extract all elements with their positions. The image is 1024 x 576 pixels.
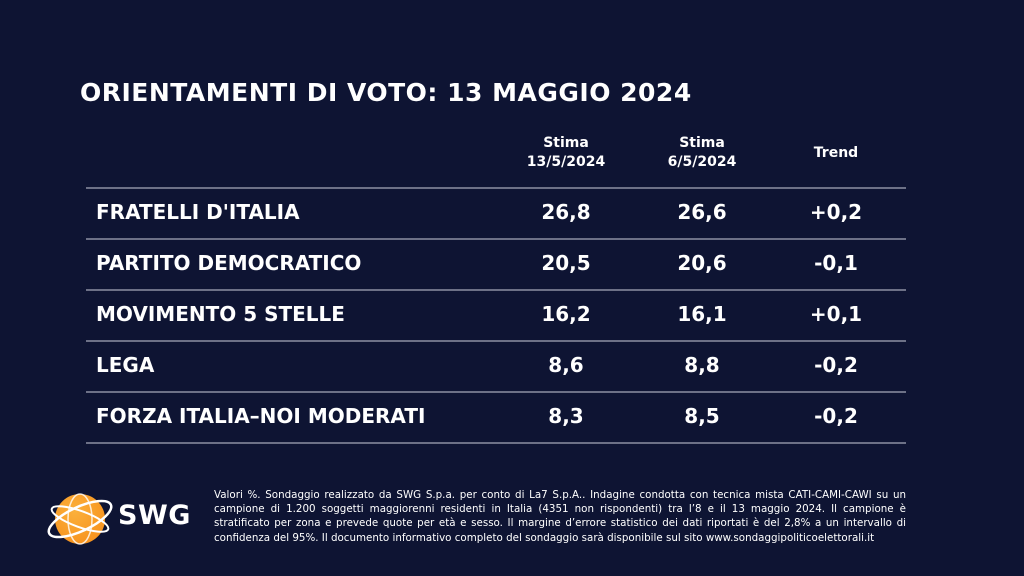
row-rule — [86, 391, 906, 393]
party-name: LEGA — [96, 353, 155, 377]
cell-current: 8,6 — [548, 353, 584, 377]
row-rule — [86, 442, 906, 444]
table-row: MOVIMENTO 5 STELLE 16,2 16,1 +0,1 — [86, 290, 906, 340]
party-name: FRATELLI D'ITALIA — [96, 200, 300, 224]
table-top-rule — [86, 187, 906, 189]
table-row: FRATELLI D'ITALIA 26,8 26,6 +0,2 — [86, 188, 906, 238]
cell-previous: 8,8 — [684, 353, 720, 377]
table-row: LEGA 8,6 8,8 -0,2 — [86, 341, 906, 391]
cell-current: 26,8 — [541, 200, 591, 224]
column-header-current: Stima 13/5/2024 — [496, 134, 636, 172]
column-header-previous-line2: 6/5/2024 — [667, 154, 737, 170]
cell-previous: 8,5 — [684, 404, 720, 428]
swg-logo-text: SWG — [118, 500, 191, 531]
table-row: PARTITO DEMOCRATICO 20,5 20,6 -0,1 — [86, 239, 906, 289]
cell-trend: +0,2 — [809, 200, 863, 224]
column-header-current-line2: 13/5/2024 — [526, 154, 606, 170]
column-header-current-line1: Stima — [543, 135, 589, 151]
swg-globe-logo-icon — [47, 493, 113, 545]
methodology-footnote: Valori %. Sondaggio realizzato da SWG S.… — [214, 489, 906, 544]
cell-previous: 16,1 — [677, 302, 727, 326]
cell-current: 8,3 — [548, 404, 584, 428]
cell-previous: 20,6 — [677, 251, 727, 275]
table-row: FORZA ITALIA–NOI MODERATI 8,3 8,5 -0,2 — [86, 392, 906, 442]
party-name: FORZA ITALIA–NOI MODERATI — [96, 404, 426, 428]
page-title: ORIENTAMENTI DI VOTO: 13 MAGGIO 2024 — [80, 78, 692, 107]
cell-trend: +0,1 — [809, 302, 863, 326]
row-rule — [86, 340, 906, 342]
column-header-previous-line1: Stima — [679, 135, 725, 151]
party-name: PARTITO DEMOCRATICO — [96, 251, 362, 275]
cell-trend: -0,1 — [814, 251, 858, 275]
column-header-previous: Stima 6/5/2024 — [632, 134, 772, 172]
cell-current: 16,2 — [541, 302, 591, 326]
swg-logo: SWG — [42, 488, 202, 550]
row-rule — [86, 238, 906, 240]
cell-trend: -0,2 — [814, 353, 858, 377]
cell-current: 20,5 — [541, 251, 591, 275]
cell-previous: 26,6 — [677, 200, 727, 224]
cell-trend: -0,2 — [814, 404, 858, 428]
party-name: MOVIMENTO 5 STELLE — [96, 302, 345, 326]
row-rule — [86, 289, 906, 291]
column-header-trend: Trend — [813, 145, 859, 161]
